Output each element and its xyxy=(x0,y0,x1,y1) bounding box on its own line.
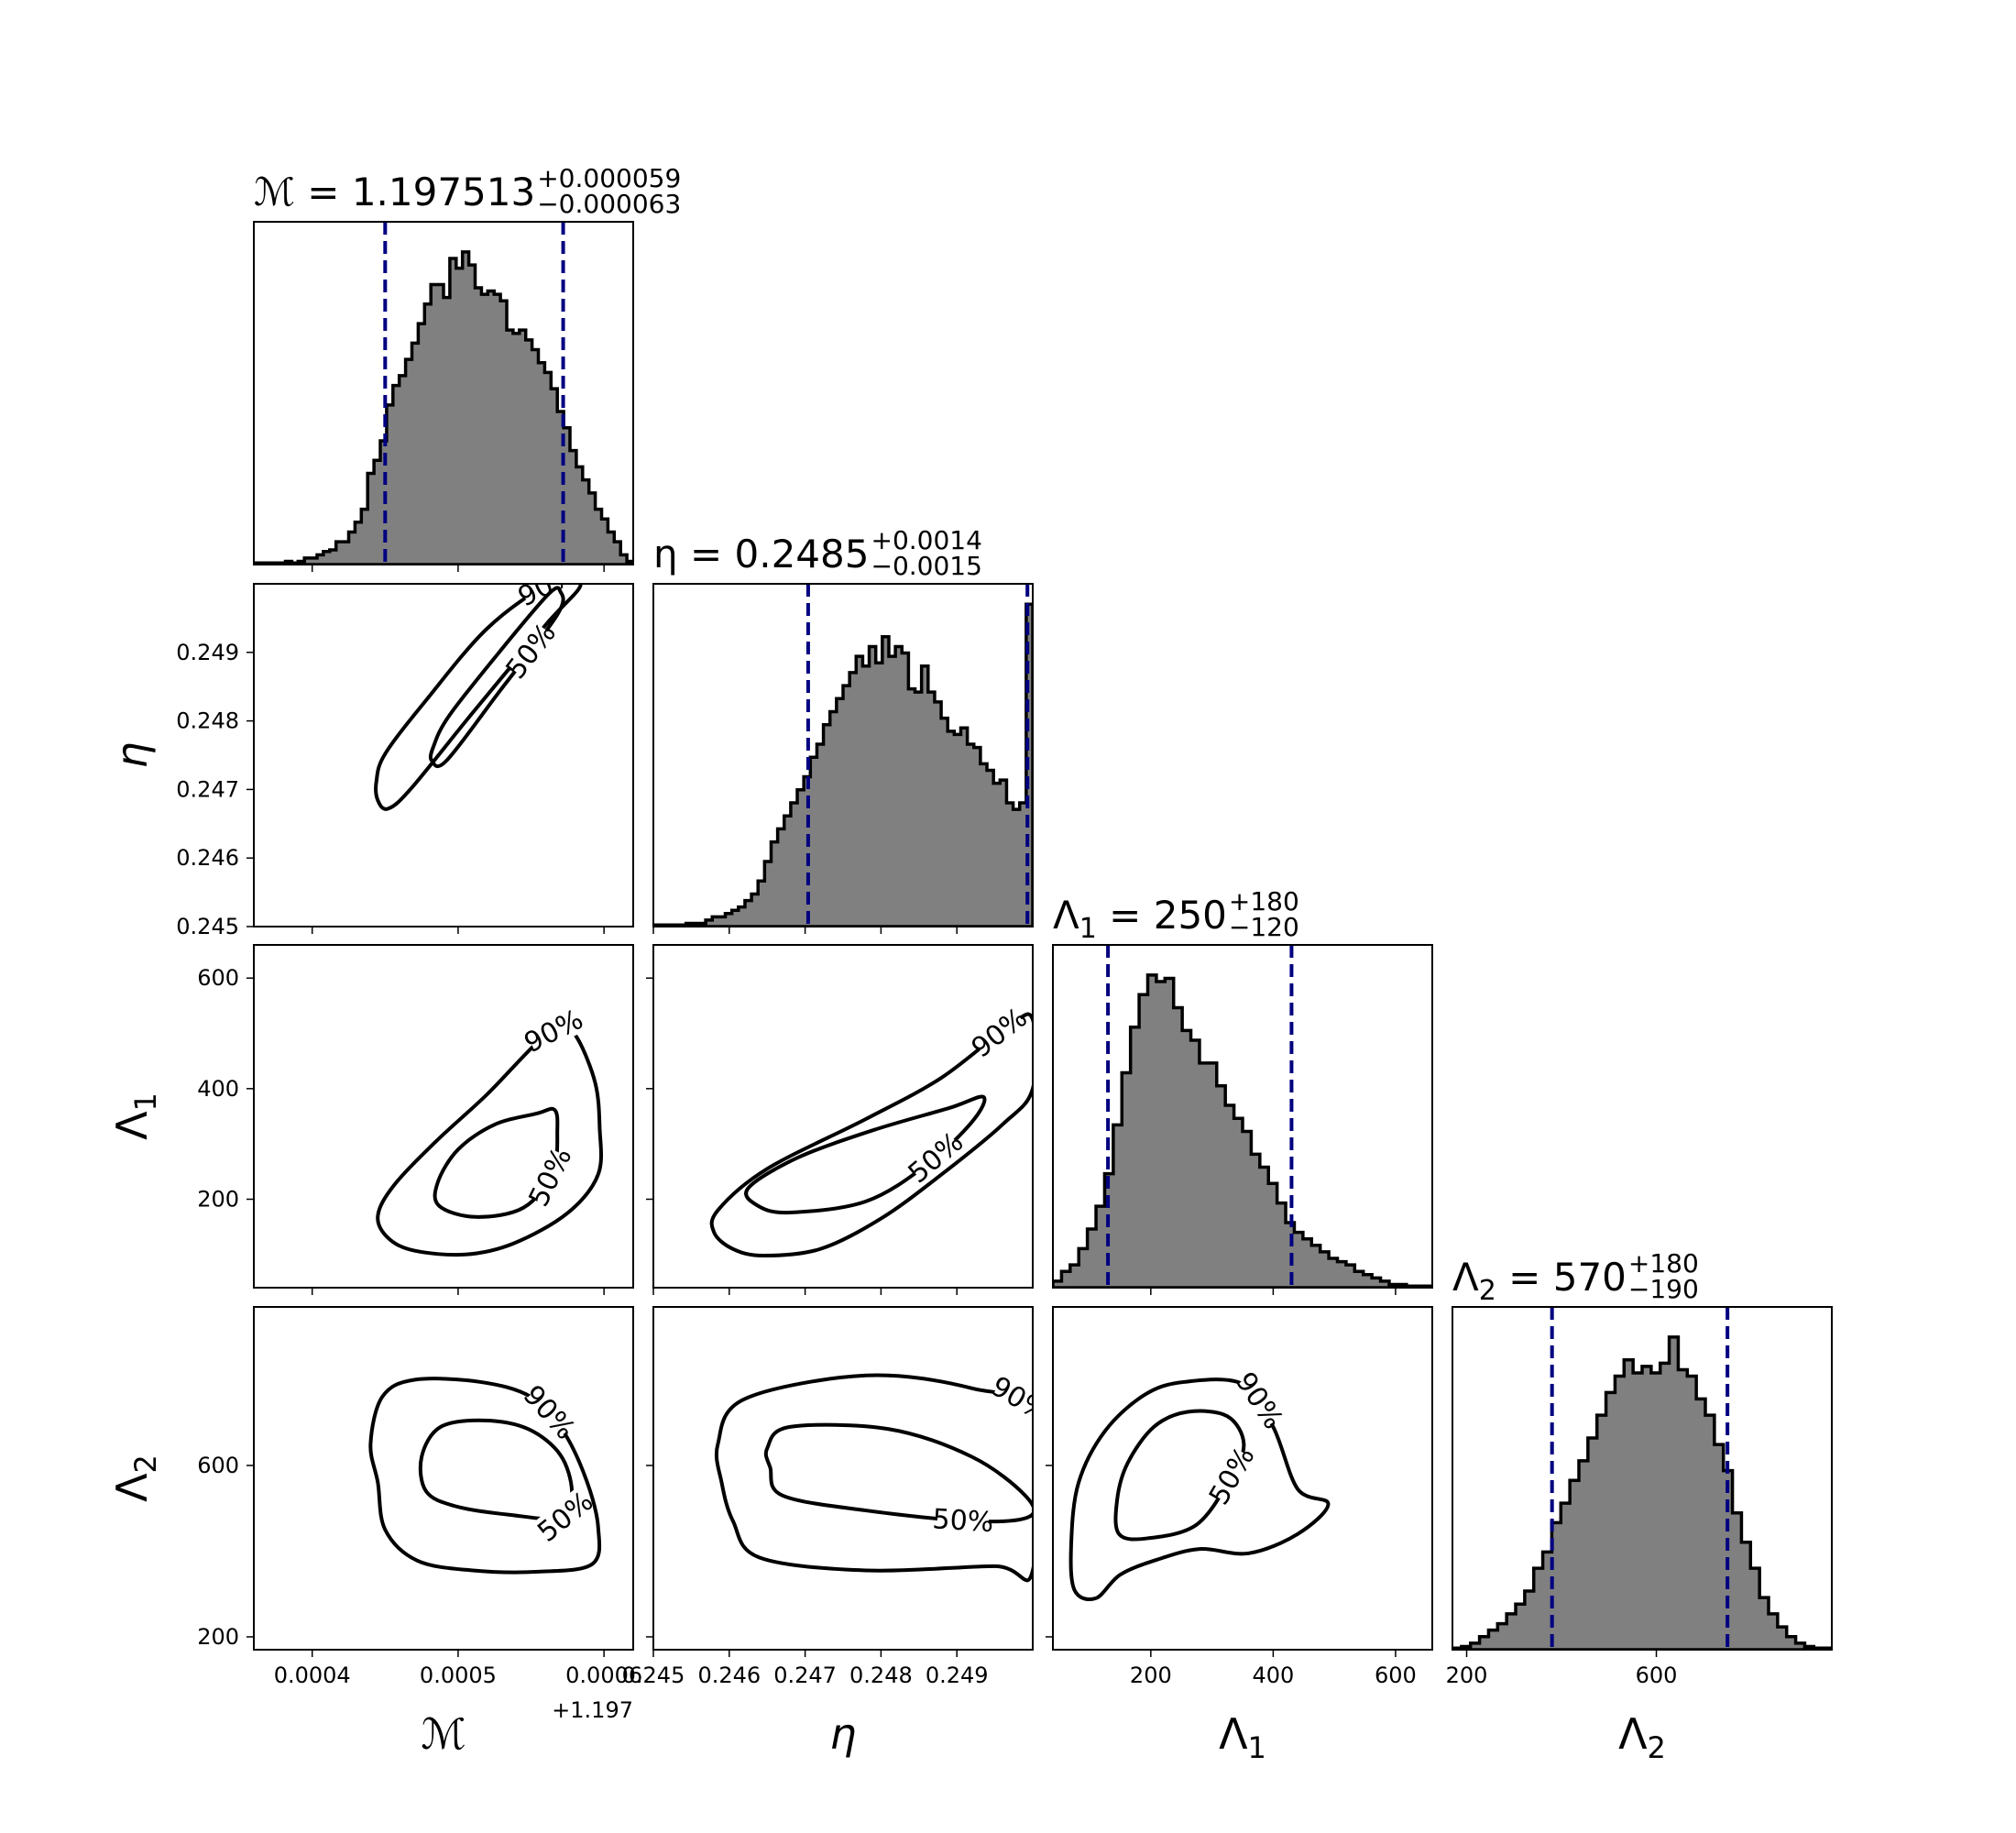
x-tick-label: 0.249 xyxy=(926,1663,989,1688)
y-tick-label: 0.249 xyxy=(176,640,239,665)
contour-label-bg xyxy=(502,620,558,680)
x-tick-label: 0.0006 xyxy=(565,1663,642,1688)
contour-label-bg xyxy=(535,1488,595,1544)
contour-label-bg xyxy=(970,1004,1028,1059)
contour-frame-0 xyxy=(253,583,634,927)
y-tick-label: 200 xyxy=(197,1186,239,1212)
panel-title-2: Λ1 = 250 xyxy=(1053,893,1227,945)
contour-label-bg xyxy=(905,1129,965,1185)
histogram-frame-0 xyxy=(253,221,634,565)
histogram-0 xyxy=(254,222,633,565)
contour-label: 50% xyxy=(932,1503,995,1539)
x-axis-label-1: η xyxy=(829,1709,856,1759)
panel-title-plus: +0.0014 xyxy=(871,525,981,555)
y-tick-label: 0.246 xyxy=(176,845,239,871)
x-tick-label: 200 xyxy=(1130,1663,1172,1688)
histogram-frame-2 xyxy=(1052,944,1433,1289)
contour-label: 50% xyxy=(523,1143,579,1212)
panel-title-1: η = 0.2485 xyxy=(653,532,869,576)
contour-frame-2 xyxy=(652,944,1034,1289)
contour-50pct xyxy=(418,1418,575,1521)
contour-panel-4: 90% 50% xyxy=(714,1370,1054,1583)
contour-label: 90% xyxy=(985,1370,1054,1429)
contour-panel-2: 90%50% xyxy=(709,1002,1034,1258)
x-tick-label: 600 xyxy=(1375,1663,1417,1688)
x-tick-label: 0.0004 xyxy=(274,1663,351,1688)
panel-title-minus: −120 xyxy=(1229,912,1299,942)
x-tick-label: 0.248 xyxy=(849,1663,913,1688)
contour-90pct xyxy=(714,1373,1033,1583)
contour-50pct xyxy=(428,586,565,769)
panel-title-0: ℳ = 1.197513 xyxy=(254,170,535,214)
histogram-frame-3 xyxy=(1452,1306,1833,1651)
contour-panel-1: 90% 50% xyxy=(376,1004,603,1257)
histogram-frame-1 xyxy=(652,583,1034,927)
panel-title-minus: −0.000063 xyxy=(537,189,681,219)
panel-title-plus: +0.000059 xyxy=(537,163,681,193)
contour-50pct xyxy=(744,1094,987,1215)
panel-title-minus: −190 xyxy=(1628,1274,1699,1304)
y-tick-label: 0.245 xyxy=(176,914,239,939)
contour-frame-5 xyxy=(1052,1306,1433,1651)
x-tick-label: 600 xyxy=(1636,1663,1678,1688)
contour-label: 50% xyxy=(531,1486,599,1549)
histogram-bars xyxy=(1452,1335,1832,1650)
histogram-bars xyxy=(653,602,1033,927)
contour-50pct xyxy=(1113,1409,1246,1542)
x-tick-label: 400 xyxy=(1252,1663,1294,1688)
y-axis-label-2: Λ1 xyxy=(107,1092,163,1140)
x-tick-label: 0.245 xyxy=(622,1663,685,1688)
x-axis-label-3: Λ2 xyxy=(1618,1709,1666,1765)
x-tick-label: 200 xyxy=(1446,1663,1488,1688)
contour-label: 90% xyxy=(513,557,582,613)
histogram-bars xyxy=(1053,973,1432,1288)
histogram-1 xyxy=(653,584,1033,927)
contour-label-bg xyxy=(521,1382,578,1441)
histogram-3 xyxy=(1452,1307,1832,1650)
y-tick-label: 600 xyxy=(197,1453,239,1478)
histogram-bars xyxy=(254,250,633,565)
y-axis-label-3: Λ2 xyxy=(107,1454,163,1502)
contour-label-bg xyxy=(1205,1445,1257,1505)
panel-title-3: Λ2 = 570 xyxy=(1452,1255,1627,1307)
contour-50pct xyxy=(433,1106,560,1219)
contour-label: 90% xyxy=(966,1002,1034,1065)
contour-label-bg xyxy=(523,1005,583,1056)
panel-title-plus: +180 xyxy=(1229,886,1299,916)
contour-label-bg xyxy=(524,1147,575,1207)
contour-label-bg xyxy=(937,1503,990,1536)
contour-label: 50% xyxy=(500,618,563,686)
y-tick-label: 0.248 xyxy=(176,708,239,734)
contour-90pct xyxy=(376,1026,603,1257)
panel-title-minus: −0.0015 xyxy=(871,551,981,581)
x-tick-label: 0.0005 xyxy=(420,1663,497,1688)
contour-90pct xyxy=(374,584,583,811)
y-tick-label: 600 xyxy=(197,965,239,991)
panel-title-plus: +180 xyxy=(1628,1248,1699,1279)
contour-panel-0: 90%50% xyxy=(374,557,583,811)
x-axis-label-0: ℳ xyxy=(421,1709,466,1759)
x-tick-label: 0.247 xyxy=(773,1663,837,1688)
contour-label: 90% xyxy=(517,1379,582,1446)
contour-label-bg xyxy=(1233,1370,1287,1430)
y-tick-label: 400 xyxy=(197,1076,239,1102)
contour-panel-5: 90%50% xyxy=(1068,1367,1331,1602)
contour-label-bg xyxy=(991,1372,1033,1425)
x-axis-offset: +1.197 xyxy=(552,1697,633,1723)
x-axis-label-2: Λ1 xyxy=(1219,1709,1266,1765)
contour-frame-4 xyxy=(652,1306,1034,1651)
y-tick-label: 0.247 xyxy=(176,776,239,802)
contour-frame-3 xyxy=(253,1306,634,1651)
y-tick-label: 200 xyxy=(197,1624,239,1650)
contour-label: 50% xyxy=(1203,1442,1262,1510)
contour-50pct xyxy=(763,1422,1033,1524)
contour-90pct xyxy=(1068,1377,1331,1602)
x-tick-label: 0.246 xyxy=(697,1663,761,1688)
y-axis-label-1: η xyxy=(107,741,157,768)
contour-panel-3: 90% 50% xyxy=(368,1377,602,1575)
histogram-2 xyxy=(1053,945,1432,1288)
contour-label: 90% xyxy=(520,1004,588,1059)
contour-frame-1 xyxy=(253,944,634,1289)
